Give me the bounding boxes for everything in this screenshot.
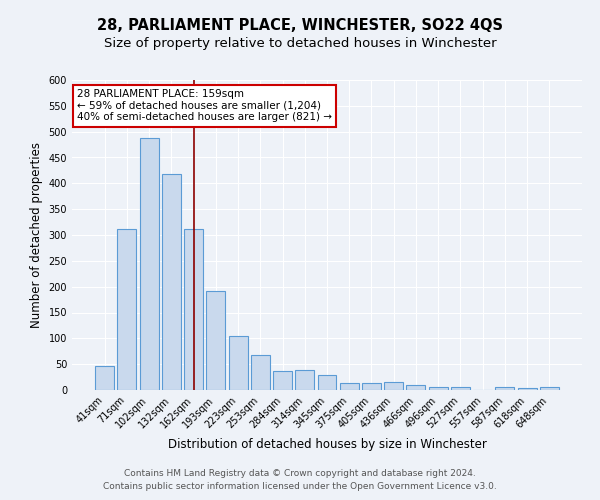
Bar (340, 383, 359, 390)
Bar (518, 388, 536, 390)
Bar (406, 386, 425, 390)
Bar (162, 174, 181, 390)
Bar (206, 291, 225, 390)
Bar (184, 229, 203, 390)
Bar (540, 388, 559, 390)
Text: 28, PARLIAMENT PLACE, WINCHESTER, SO22 4QS: 28, PARLIAMENT PLACE, WINCHESTER, SO22 4… (97, 18, 503, 32)
Text: Size of property relative to detached houses in Winchester: Size of property relative to detached ho… (104, 38, 496, 51)
Bar (384, 382, 403, 390)
Bar (95, 366, 114, 390)
Bar (118, 229, 136, 390)
Y-axis label: Number of detached properties: Number of detached properties (30, 142, 43, 328)
Text: 28 PARLIAMENT PLACE: 159sqm
← 59% of detached houses are smaller (1,204)
40% of : 28 PARLIAMENT PLACE: 159sqm ← 59% of det… (77, 90, 332, 122)
X-axis label: Distribution of detached houses by size in Winchester: Distribution of detached houses by size … (167, 438, 487, 451)
Text: Contains HM Land Registry data © Crown copyright and database right 2024.: Contains HM Land Registry data © Crown c… (124, 468, 476, 477)
Bar (295, 370, 314, 390)
Bar (140, 138, 158, 390)
Bar (317, 374, 337, 390)
Text: Contains public sector information licensed under the Open Government Licence v3: Contains public sector information licen… (103, 482, 497, 491)
Bar (362, 383, 381, 390)
Bar (273, 371, 292, 390)
Bar (496, 388, 514, 390)
Bar (429, 388, 448, 390)
Bar (251, 356, 270, 390)
Bar (229, 336, 248, 390)
Bar (451, 388, 470, 390)
